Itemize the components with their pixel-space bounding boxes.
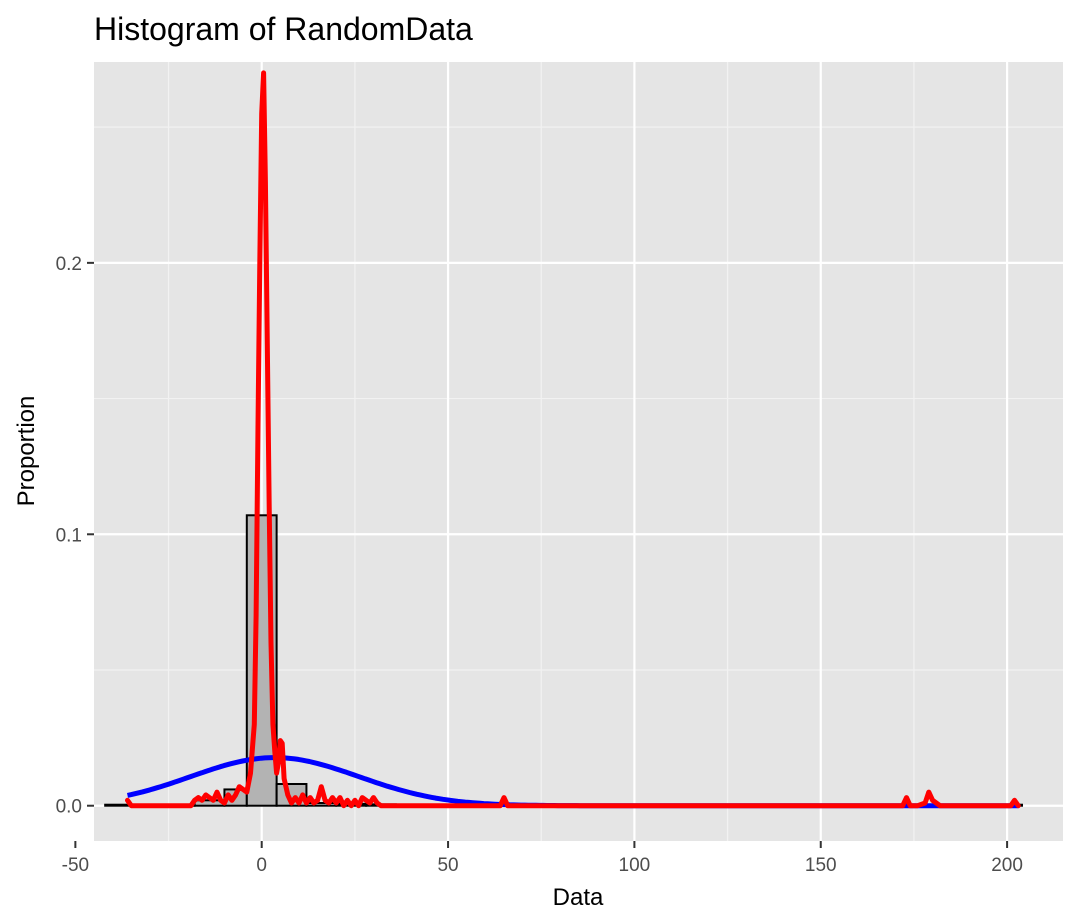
- x-tick-label: 0: [256, 855, 267, 876]
- x-tick-label: 50: [437, 855, 458, 876]
- y-tick-label: 0.2: [56, 254, 82, 275]
- x-axis-title: Data: [553, 884, 604, 911]
- y-tick-label: 0.1: [56, 525, 82, 546]
- y-tick-label: 0.0: [56, 797, 82, 818]
- x-tick-label: 100: [619, 855, 651, 876]
- kernel-density-curve: [125, 70, 1021, 809]
- chart-title: Histogram of RandomData: [94, 11, 473, 47]
- histogram-bar: [305, 802, 338, 807]
- plot-panel: [94, 62, 1063, 841]
- y-axis: 0.0 0.1 0.2: [56, 254, 94, 818]
- x-tick-label: 200: [991, 855, 1023, 876]
- density-curves: [125, 70, 1021, 809]
- x-tick-label: 150: [805, 855, 837, 876]
- x-axis: -50 0 50 100 150 200: [62, 841, 1023, 876]
- x-tick-label: -50: [62, 855, 89, 876]
- y-axis-title: Proportion: [13, 396, 40, 507]
